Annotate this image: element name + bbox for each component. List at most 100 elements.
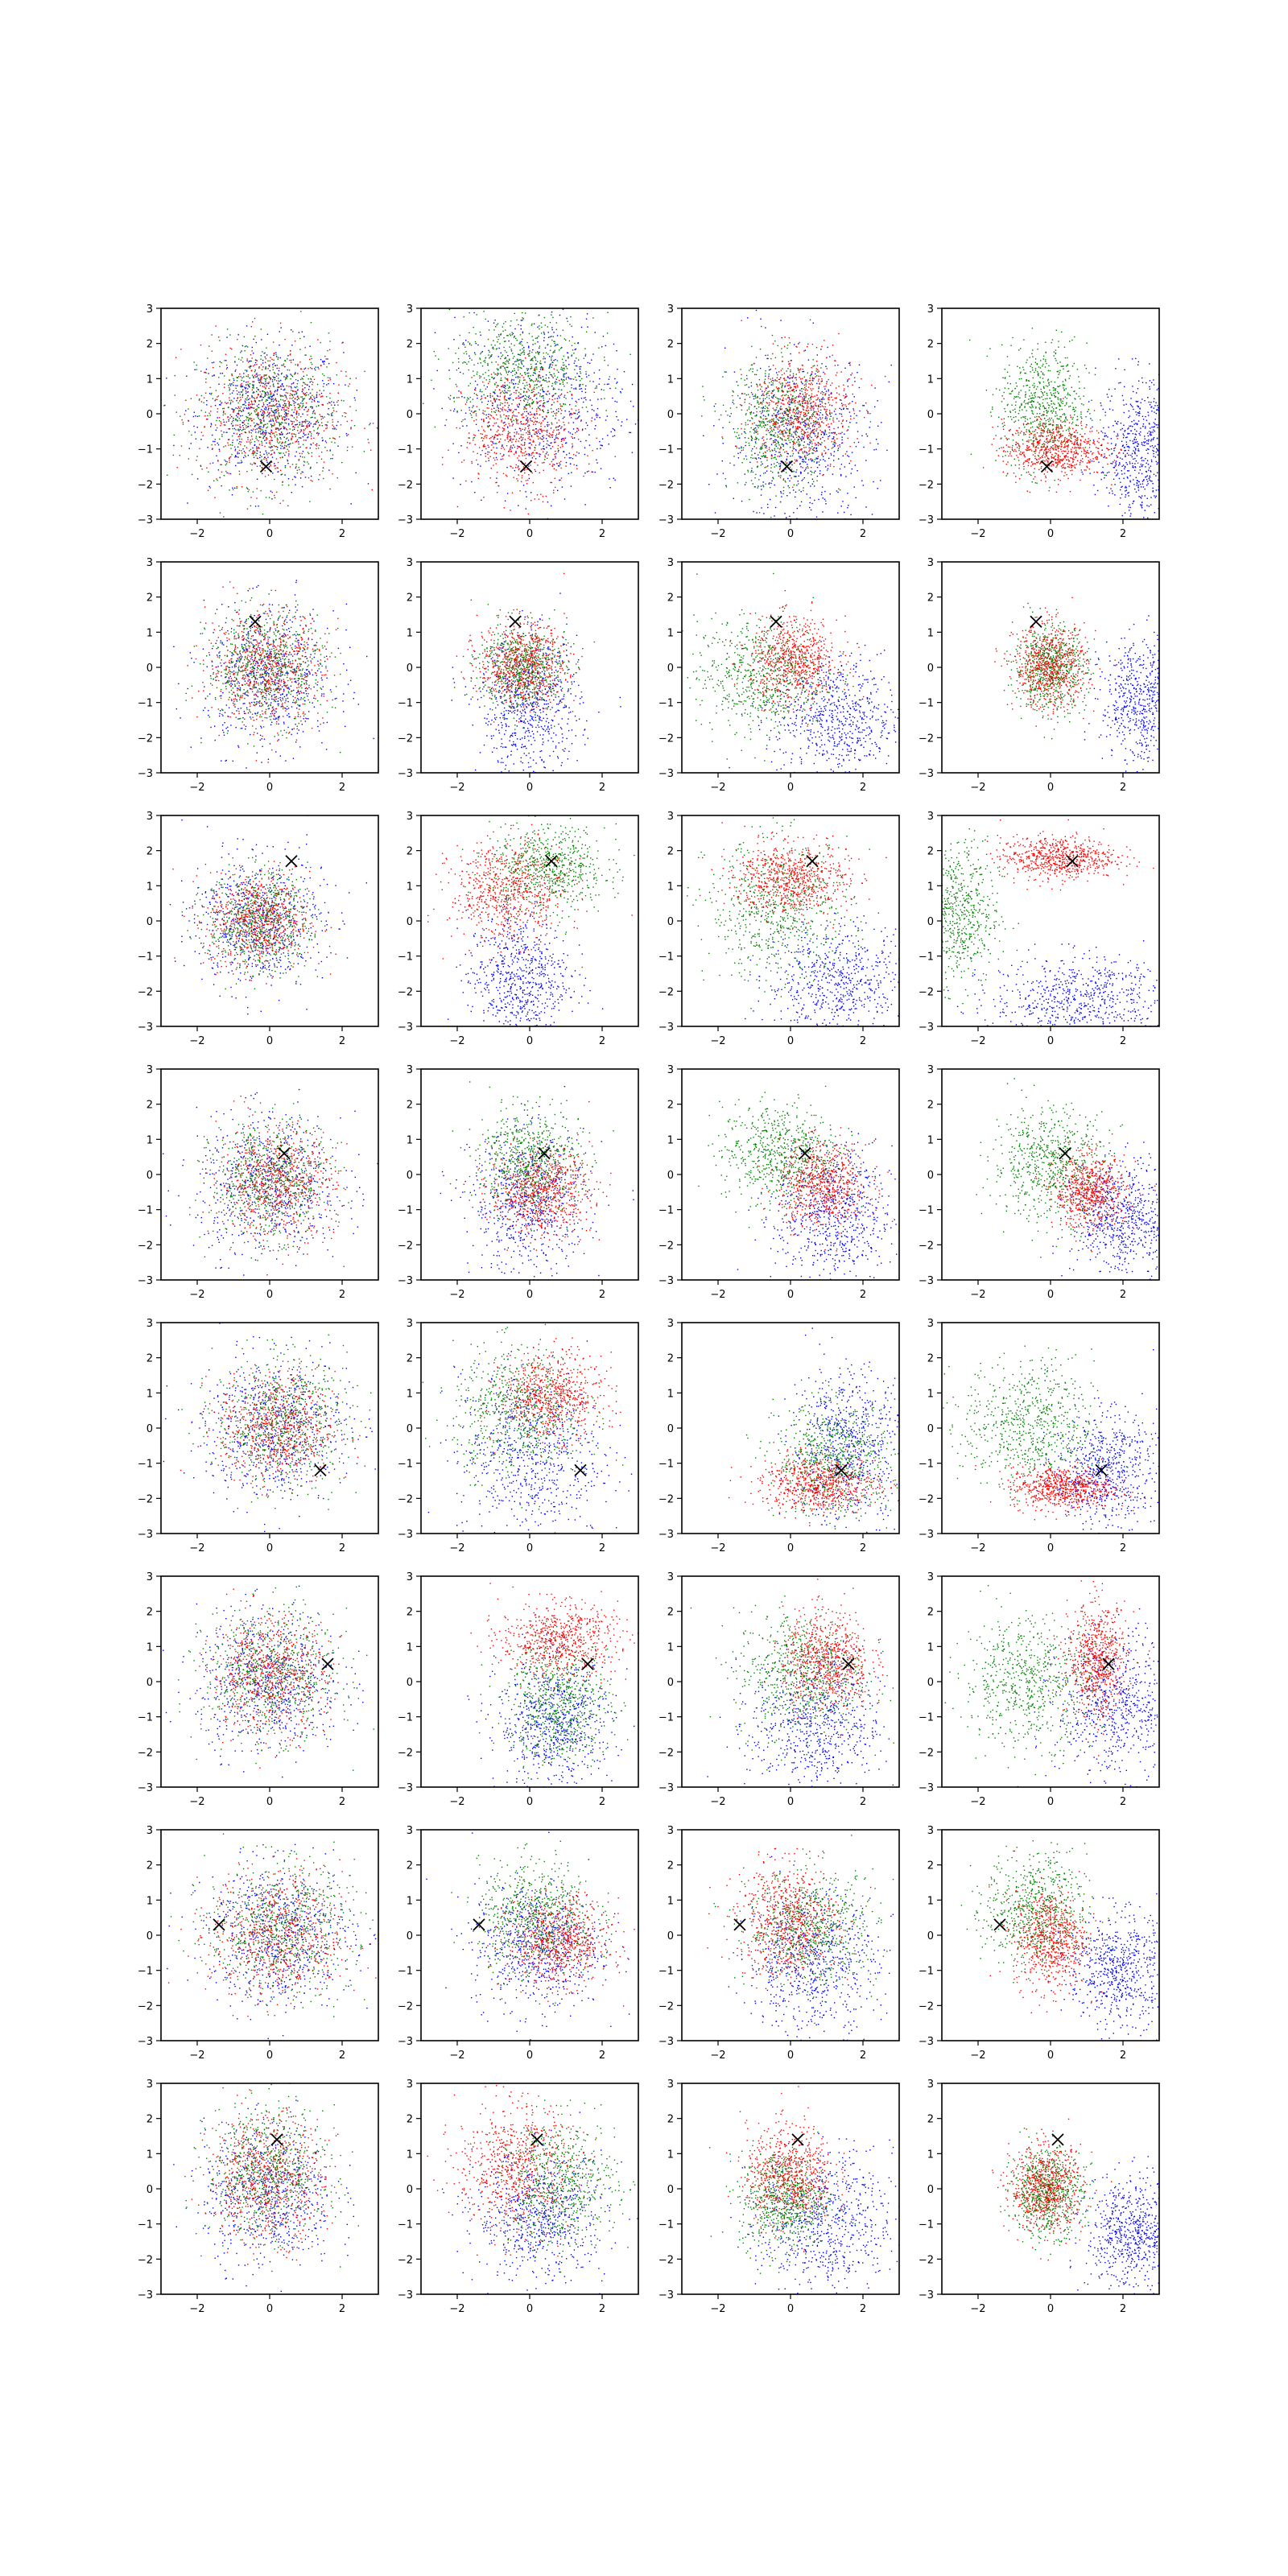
point: [465, 403, 466, 404]
point: [307, 374, 308, 375]
point: [254, 444, 255, 445]
point: [766, 418, 767, 419]
point: [787, 377, 788, 378]
point: [261, 378, 262, 379]
y-tick-label: 3: [147, 303, 153, 316]
point: [242, 448, 243, 449]
point: [275, 354, 276, 355]
point: [245, 452, 246, 453]
point: [508, 372, 509, 373]
point: [475, 333, 476, 334]
point: [556, 430, 557, 431]
point: [227, 461, 228, 462]
x-marker: [521, 461, 532, 473]
point: [503, 323, 504, 324]
point: [337, 400, 338, 401]
point: [464, 347, 465, 348]
point: [767, 507, 768, 508]
point: [837, 450, 838, 451]
point: [248, 455, 249, 456]
point: [226, 422, 227, 423]
point: [256, 497, 257, 498]
point: [814, 450, 815, 451]
point: [808, 459, 809, 460]
point: [254, 411, 255, 412]
point: [795, 476, 796, 477]
point: [545, 324, 546, 325]
point: [615, 456, 616, 457]
point: [876, 449, 877, 450]
point: [246, 360, 247, 361]
point: [191, 435, 192, 436]
point: [529, 434, 530, 435]
point: [500, 396, 501, 397]
point: [217, 460, 218, 461]
point: [519, 360, 520, 361]
point: [226, 463, 227, 464]
point: [804, 377, 805, 378]
point: [265, 387, 266, 388]
point: [763, 486, 764, 487]
point: [526, 483, 527, 484]
point: [758, 479, 759, 480]
point: [194, 412, 195, 413]
point: [275, 412, 276, 413]
point: [302, 453, 303, 454]
point: [767, 355, 768, 356]
y-tick-label: 2: [147, 339, 153, 351]
point: [260, 391, 261, 392]
point: [525, 357, 526, 358]
point: [276, 390, 277, 391]
point: [519, 367, 520, 368]
point: [846, 395, 847, 396]
point: [208, 345, 209, 346]
point: [521, 397, 522, 398]
point: [529, 355, 530, 356]
point: [294, 403, 295, 404]
point: [476, 419, 477, 420]
point: [286, 378, 287, 379]
point: [877, 488, 878, 489]
point: [214, 441, 215, 442]
point: [520, 342, 521, 343]
point: [209, 486, 210, 487]
point: [793, 471, 794, 472]
point: [212, 334, 213, 335]
point: [772, 384, 773, 385]
point: [791, 464, 792, 465]
point: [476, 314, 477, 315]
point: [715, 403, 716, 404]
point: [759, 379, 760, 380]
point: [493, 329, 494, 330]
point: [761, 417, 762, 418]
point: [271, 401, 272, 402]
point: [804, 396, 805, 397]
point: [509, 398, 510, 399]
point: [253, 407, 254, 408]
point: [319, 425, 320, 426]
point: [229, 418, 230, 419]
point: [769, 432, 770, 433]
point: [599, 378, 600, 379]
point: [831, 454, 832, 455]
point: [300, 473, 301, 474]
point: [799, 369, 800, 370]
point: [304, 461, 305, 462]
point: [265, 470, 266, 471]
point: [277, 368, 278, 369]
point: [251, 418, 252, 419]
point: [585, 440, 586, 441]
point: [466, 353, 467, 354]
point: [522, 434, 523, 435]
point: [285, 410, 286, 411]
point: [458, 358, 459, 359]
point: [556, 409, 557, 410]
point: [607, 415, 608, 416]
point: [503, 473, 504, 474]
point: [516, 421, 517, 422]
point: [573, 454, 574, 455]
point: [469, 357, 470, 358]
point: [288, 401, 289, 402]
point: [795, 449, 796, 450]
point: [828, 379, 829, 380]
